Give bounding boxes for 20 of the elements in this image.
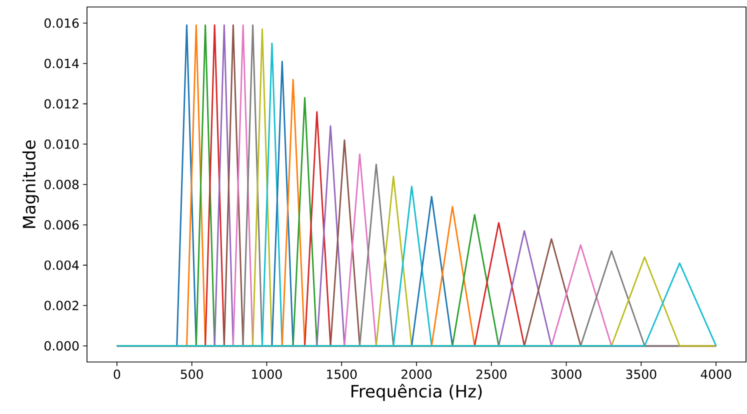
x-tick-label: 1500 <box>327 370 357 379</box>
y-tick-label: 0.014 <box>44 58 79 68</box>
x-tick-label: 0 <box>114 370 120 379</box>
x-tick-label: 4000 <box>700 370 732 379</box>
x-tick-label: 3500 <box>626 370 656 379</box>
y-tick-label: 0.000 <box>44 341 79 351</box>
x-tick-label: 3000 <box>551 370 582 379</box>
y-tick-label: 0.002 <box>44 300 78 310</box>
x-tick-label: 2500 <box>476 370 506 379</box>
y-tick-label: 0.008 <box>44 180 79 190</box>
x-axis-title: Frequência (Hz) <box>352 384 482 401</box>
y-tick-label: 0.012 <box>44 99 78 109</box>
y-tick-label: 0.010 <box>44 139 79 149</box>
x-tick-label: 1000 <box>252 370 282 379</box>
y-tick-label: 0.016 <box>44 18 79 28</box>
x-tick-label: 500 <box>180 370 203 379</box>
y-axis-title: Magnitude <box>22 140 39 228</box>
y-tick-label: 0.006 <box>44 220 79 230</box>
y-tick-label: 0.004 <box>44 260 79 270</box>
x-tick-label: 2000 <box>402 370 432 379</box>
